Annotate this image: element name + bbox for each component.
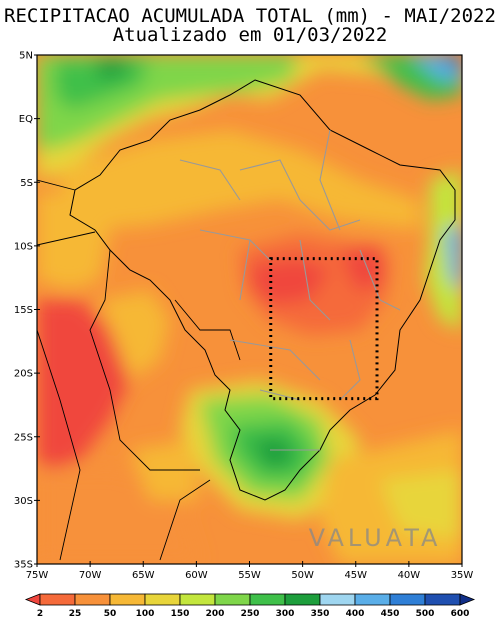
lat-tick-label: 20S	[14, 369, 33, 380]
colorbar-segment	[389, 593, 426, 606]
colorbar-segment	[214, 593, 251, 606]
lon-tick-label: 50W	[291, 570, 314, 581]
colorbar-segment	[179, 593, 216, 606]
longitude-axis: 75W 70W 65W 60W 55W 50W 45W 40W 35W	[26, 561, 474, 581]
colorbar-label: 100	[136, 609, 155, 618]
lon-tick-label: 35W	[451, 570, 474, 581]
colorbar-label: 150	[171, 609, 190, 618]
watermark: VALUATA	[309, 524, 442, 552]
colorbar-segment	[109, 593, 146, 606]
lat-tick-label: 5S	[20, 178, 33, 189]
colorbar-label: 600	[451, 609, 470, 618]
lat-tick-label: 35S	[14, 560, 33, 571]
colorbar-label: 400	[346, 609, 365, 618]
colorbar-segment	[249, 593, 286, 606]
colorbar-label: 25	[69, 609, 82, 618]
lat-tick-label: 5N	[19, 51, 33, 62]
colorbar-segment	[144, 593, 181, 606]
colorbar: 2 25 50 100 150 200 250 300 350 400 450 500 600	[24, 593, 476, 618]
colorbar-segment	[354, 593, 391, 606]
lat-tick-label: 15S	[14, 305, 33, 316]
colorbar-label: 300	[276, 609, 295, 618]
colorbar-high-tip	[459, 593, 476, 606]
lat-tick-label: EQ	[19, 114, 33, 125]
lon-tick-label: 45W	[344, 570, 367, 581]
latitude-axis: 5N EQ 5S 10S 15S 20S 25S 30S 35S	[14, 51, 40, 571]
colorbar-segment	[74, 593, 111, 606]
lon-tick-label: 40W	[398, 570, 421, 581]
lat-tick-label: 30S	[14, 496, 33, 507]
colorbar-label: 500	[416, 609, 435, 618]
colorbar-segment	[284, 593, 321, 606]
lon-tick-label: 55W	[238, 570, 261, 581]
precipitation-field	[37, 55, 462, 564]
lon-tick-label: 60W	[185, 570, 208, 581]
lat-tick-label: 25S	[14, 432, 33, 443]
lon-tick-label: 65W	[132, 570, 155, 581]
colorbar-label: 2	[37, 609, 43, 618]
lon-tick-label: 70W	[79, 570, 102, 581]
lon-tick-label: 75W	[26, 570, 49, 581]
colorbar-segment	[319, 593, 356, 606]
colorbar-label: 200	[206, 609, 225, 618]
colorbar-segment	[424, 593, 461, 606]
colorbar-label: 50	[104, 609, 117, 618]
lat-tick-label: 10S	[14, 241, 33, 252]
colorbar-label: 450	[381, 609, 400, 618]
colorbar-label: 350	[311, 609, 330, 618]
colorbar-label: 250	[241, 609, 260, 618]
borders	[37, 79, 456, 561]
map-title: RECIPITACAO ACUMULADA TOTAL (mm) - MAI/2…	[4, 5, 496, 27]
colorbar-low-tip	[24, 593, 41, 606]
map-subtitle: Atualizado em 01/03/2022	[112, 24, 388, 46]
colorbar-segment	[39, 593, 76, 606]
